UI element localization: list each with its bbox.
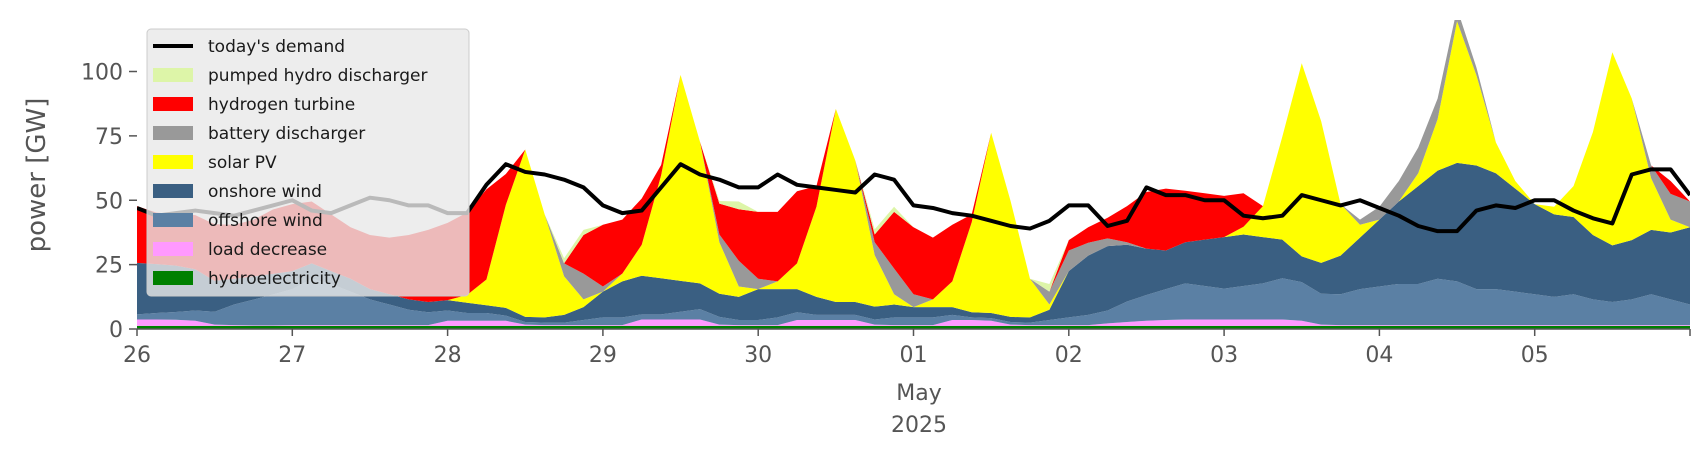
legend-label: onshore wind <box>208 182 322 202</box>
x-tick-label: 28 <box>434 343 462 368</box>
legend-swatch <box>153 155 193 169</box>
area-hydroelectricity <box>137 325 1690 329</box>
legend-swatch <box>153 126 193 140</box>
x-axis: May 2025 26 27 28 29 30 01 02 03 04 05 <box>123 328 1691 438</box>
y-axis-title: power [GW] <box>22 98 52 253</box>
legend-label: today's demand <box>208 37 345 57</box>
legend-item-load-decrease: load decrease <box>153 240 327 260</box>
legend-label: pumped hydro discharger <box>208 66 427 86</box>
y-tick-label: 100 <box>81 61 123 86</box>
legend-swatch <box>153 242 193 256</box>
legend-item-hydroelectricity: hydroelectricity <box>153 269 341 289</box>
legend-swatch <box>153 97 193 111</box>
x-tick-label: 03 <box>1210 343 1238 368</box>
legend-item-onshore-wind: onshore wind <box>153 182 322 202</box>
area-load-decrease <box>137 319 1690 326</box>
legend-label: battery discharger <box>208 124 365 144</box>
y-axis: power [GW] 0 25 50 75 100 <box>22 61 137 343</box>
x-year-label: 2025 <box>891 413 947 438</box>
legend-item-today-s-demand: today's demand <box>153 37 345 57</box>
legend-swatch <box>153 184 193 198</box>
legend-item-hydrogen-turbine: hydrogen turbine <box>153 95 355 115</box>
y-tick-label: 25 <box>95 254 123 279</box>
legend-item-solar-pv: solar PV <box>153 153 277 173</box>
legend-label: offshore wind <box>208 211 323 231</box>
legend-label: hydroelectricity <box>208 269 341 289</box>
legend-label: hydrogen turbine <box>208 95 355 115</box>
legend-box <box>146 28 470 297</box>
x-tick-label: 05 <box>1521 343 1549 368</box>
legend-swatch <box>153 213 193 227</box>
legend-item-offshore-wind: offshore wind <box>153 211 323 231</box>
x-tick-label: 29 <box>589 343 617 368</box>
area-hydrogen-turbine <box>137 20 1690 302</box>
area-offshore-wind <box>137 278 1690 326</box>
y-tick-label: 0 <box>109 318 123 343</box>
area-solar-pv <box>137 21 1690 318</box>
legend-label: solar PV <box>208 153 277 173</box>
x-tick-label: 30 <box>744 343 772 368</box>
x-tick-label: 26 <box>123 343 151 368</box>
x-tick-label: 27 <box>278 343 306 368</box>
x-month-label: May <box>896 381 941 406</box>
stacked-areas <box>137 20 1690 329</box>
y-tick-label: 75 <box>95 125 123 150</box>
y-tick-label: 50 <box>95 189 123 214</box>
legend-swatch <box>153 68 193 82</box>
x-tick-label: 01 <box>900 343 928 368</box>
legend-label: load decrease <box>208 240 327 260</box>
legend-swatch <box>153 271 193 285</box>
legend-item-battery-discharger: battery discharger <box>153 124 365 144</box>
legend-item-pumped-hydro-discharger: pumped hydro discharger <box>153 66 427 86</box>
legend: today's demand pumped hydro discharger hyd… <box>146 28 470 297</box>
x-tick-label: 02 <box>1055 343 1083 368</box>
x-tick-label: 04 <box>1365 343 1393 368</box>
area-onshore-wind <box>137 162 1690 323</box>
